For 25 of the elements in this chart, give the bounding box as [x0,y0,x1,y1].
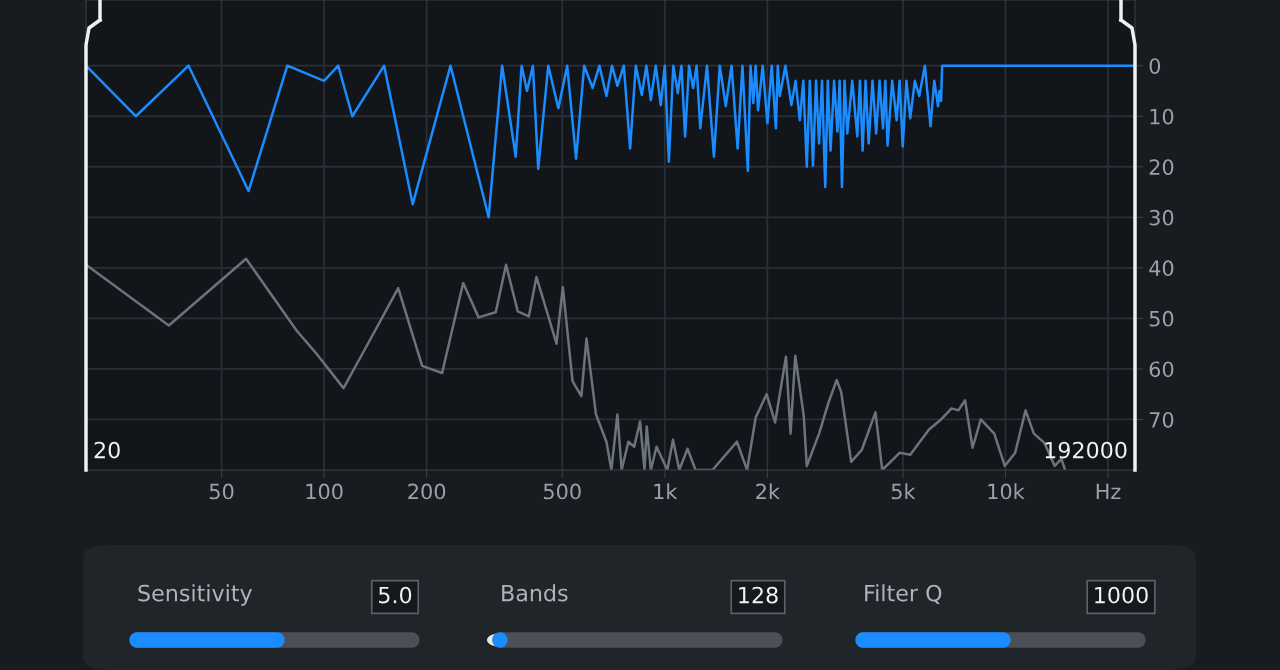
y-tick-label: 40 [1149,260,1174,277]
y-tick-label: 0 [1149,58,1161,74]
text: Sensitivity [138,584,253,606]
y-tick-label: 30 [1149,209,1174,226]
x-tick-label: 200 [408,483,446,500]
y-tick-label: 70 [1149,411,1174,428]
x-tick-label: 5k [891,483,916,500]
x-tick-label: 100 [306,483,343,500]
x-tick-label: 50 [209,483,234,500]
text: 5.0 [379,586,412,604]
annotation: 192000 [1045,441,1127,459]
x-tick-label: 2k [756,483,780,500]
x-tick-label: Hz [1096,483,1121,500]
y-tick-label: 10 [1150,108,1174,125]
y-tick-label: 60 [1149,361,1174,378]
text: Filter Q [865,584,942,604]
y-tick-label: 50 [1149,310,1174,327]
x-tick-label: 1k [654,483,678,500]
y-tick-label: 20 [1149,159,1174,175]
text: 1000 [1095,586,1148,604]
x-tick-label: 500 [543,483,581,500]
text: 128 [739,586,778,604]
text: Bands [502,584,568,602]
annotation: 20 [94,441,120,459]
x-tick-label: 10k [988,483,1025,500]
